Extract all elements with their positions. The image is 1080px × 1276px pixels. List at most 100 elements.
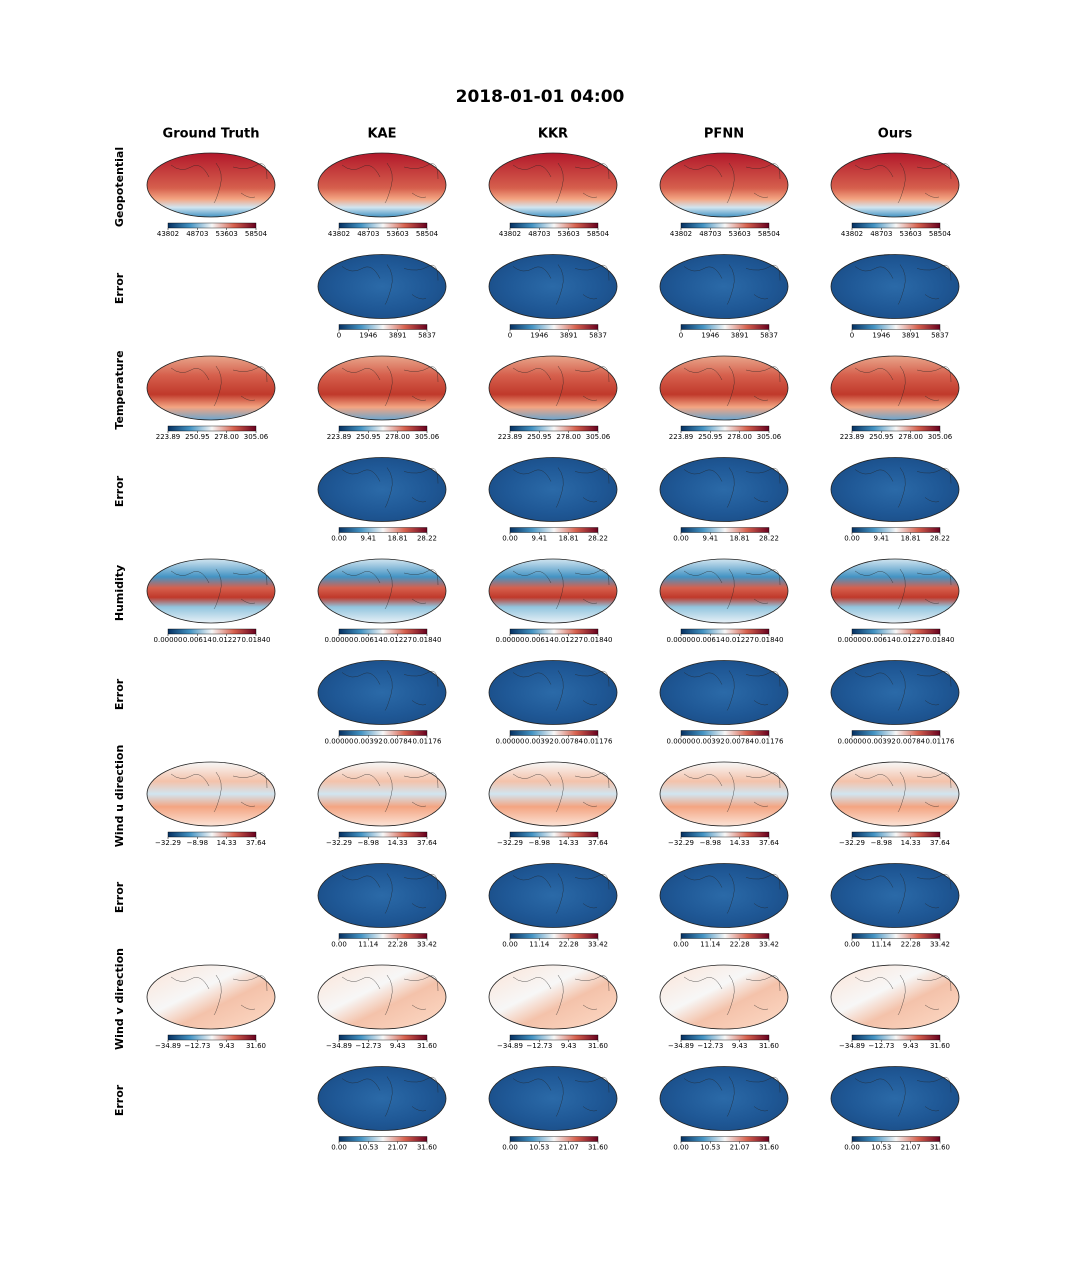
map xyxy=(317,964,447,1030)
colorbar-tick-label: 48703 xyxy=(699,230,721,238)
colorbar-tick-label: 21.07 xyxy=(901,1144,921,1152)
coastline xyxy=(854,467,952,508)
map-panel: 0 1946 3891 5837 xyxy=(830,254,960,340)
colorbar-tick-label: 9.41 xyxy=(874,535,890,543)
coastline xyxy=(683,467,781,508)
colorbar-tick-label: 0.00392 xyxy=(354,738,383,746)
map xyxy=(146,761,276,827)
colorbar-tick-label: 0 xyxy=(850,332,854,340)
colorbar-tick-label: 3891 xyxy=(902,332,920,340)
colorbar-tick-label: 0.00784 xyxy=(554,738,583,746)
colorbar-tick-label: 0.01840 xyxy=(584,636,613,644)
row-label: Error xyxy=(113,881,126,913)
colorbar-tick-label: 0.00 xyxy=(844,1144,860,1152)
coastline xyxy=(683,670,781,711)
map xyxy=(659,863,789,928)
colorbar-tick-label: 250.95 xyxy=(527,433,552,441)
coastline xyxy=(854,670,952,711)
map xyxy=(830,254,960,319)
colorbar-tick-label: 58504 xyxy=(587,230,610,238)
coastline xyxy=(512,974,610,1016)
colorbar-tick-label: 0.00000 xyxy=(838,738,867,746)
map xyxy=(146,964,276,1030)
coastline xyxy=(170,974,268,1016)
colorbar-tick-label: 53603 xyxy=(729,230,751,238)
colorbar xyxy=(509,324,599,330)
coastline xyxy=(170,568,268,610)
colorbar xyxy=(509,933,599,939)
colorbar-tick-label: 3891 xyxy=(731,332,749,340)
colorbar xyxy=(680,933,770,939)
colorbar-tick-label: 0.00000 xyxy=(496,636,525,644)
colorbar-tick-label: −12.73 xyxy=(526,1042,552,1050)
colorbar-tick-label: 9.43 xyxy=(561,1042,577,1050)
colorbar-tick-label: 9.43 xyxy=(219,1042,235,1050)
map xyxy=(830,1066,960,1131)
coastline xyxy=(683,1076,781,1117)
colorbar-tick-label: 223.89 xyxy=(498,433,523,441)
colorbar-tick-label: 250.95 xyxy=(698,433,723,441)
colorbar xyxy=(509,1034,599,1041)
map xyxy=(830,964,960,1030)
colorbar-tick-label: 21.07 xyxy=(730,1144,750,1152)
colorbar-tick-label: 0.00 xyxy=(331,1144,347,1152)
map xyxy=(317,558,447,624)
coastline xyxy=(341,568,439,610)
colorbar-tick-label: 0.01176 xyxy=(755,738,784,746)
colorbar xyxy=(851,527,941,533)
colorbar-tick-label: 0.00000 xyxy=(838,636,867,644)
colorbar xyxy=(680,1136,770,1142)
colorbar-tick-label: 58504 xyxy=(245,230,268,238)
colorbar-tick-label: 37.64 xyxy=(759,839,780,847)
colorbar-tick-label: 0.00000 xyxy=(325,738,354,746)
colorbar xyxy=(680,425,770,432)
colorbar-tick-label: 3891 xyxy=(389,332,407,340)
colorbar-tick-label: 0.01840 xyxy=(413,636,442,644)
colorbar-tick-label: 31.60 xyxy=(417,1144,437,1152)
map-panel: 223.89 250.95 278.00 305.06 xyxy=(146,355,276,441)
colorbar-tick-label: 28.22 xyxy=(417,535,437,543)
colorbar-tick-label: 278.00 xyxy=(556,433,581,441)
colorbar-tick-label: −32.29 xyxy=(668,839,694,847)
row-label: Wind v direction xyxy=(113,948,126,1050)
colorbar xyxy=(851,628,941,635)
colorbar-tick-label: 31.60 xyxy=(588,1042,608,1050)
colorbar-tick-label: 37.64 xyxy=(246,839,267,847)
colorbar xyxy=(680,1034,770,1041)
colorbar-tick-label: 28.22 xyxy=(759,535,779,543)
map-panel: 0.00 11.14 22.28 33.42 xyxy=(317,863,447,949)
colorbar-tick-label: 0.01176 xyxy=(413,738,442,746)
map-panel: 0.00000 0.00614 0.01227 0.01840 xyxy=(830,558,960,644)
colorbar-tick-label: 53603 xyxy=(216,230,238,238)
coastline xyxy=(341,1076,439,1117)
coastline xyxy=(854,568,952,610)
colorbar-tick-label: −12.73 xyxy=(697,1042,723,1050)
colorbar-tick-label: 14.33 xyxy=(217,839,237,847)
map xyxy=(146,558,276,624)
colorbar-tick-label: 0.00 xyxy=(844,941,860,949)
colorbar-tick-label: 0.00 xyxy=(844,535,860,543)
coastline xyxy=(683,365,781,407)
colorbar-tick-label: 0.01840 xyxy=(926,636,955,644)
colorbar-tick-label: −8.98 xyxy=(358,839,379,847)
colorbar xyxy=(680,527,770,533)
row-label: Error xyxy=(113,475,126,507)
colorbar xyxy=(851,324,941,330)
colorbar-tick-label: 0 xyxy=(508,332,512,340)
map xyxy=(659,558,789,624)
map-panel: 223.89 250.95 278.00 305.06 xyxy=(317,355,447,441)
colorbar-tick-label: 48703 xyxy=(186,230,208,238)
map xyxy=(659,1066,789,1131)
colorbar-tick-label: 0.00614 xyxy=(867,636,896,644)
coastline xyxy=(854,1076,952,1117)
colorbar-tick-label: 10.53 xyxy=(358,1144,378,1152)
coastline xyxy=(854,264,952,305)
map-panel: 0.00000 0.00614 0.01227 0.01840 xyxy=(488,558,618,644)
colorbar-tick-label: 0.00784 xyxy=(896,738,925,746)
colorbar-tick-label: 0.01176 xyxy=(584,738,613,746)
colorbar-tick-label: 10.53 xyxy=(529,1144,549,1152)
colorbar xyxy=(680,324,770,330)
colorbar-tick-label: 9.41 xyxy=(703,535,719,543)
colorbar-tick-label: 0.01176 xyxy=(926,738,955,746)
colorbar-tick-label: 22.28 xyxy=(559,941,579,949)
